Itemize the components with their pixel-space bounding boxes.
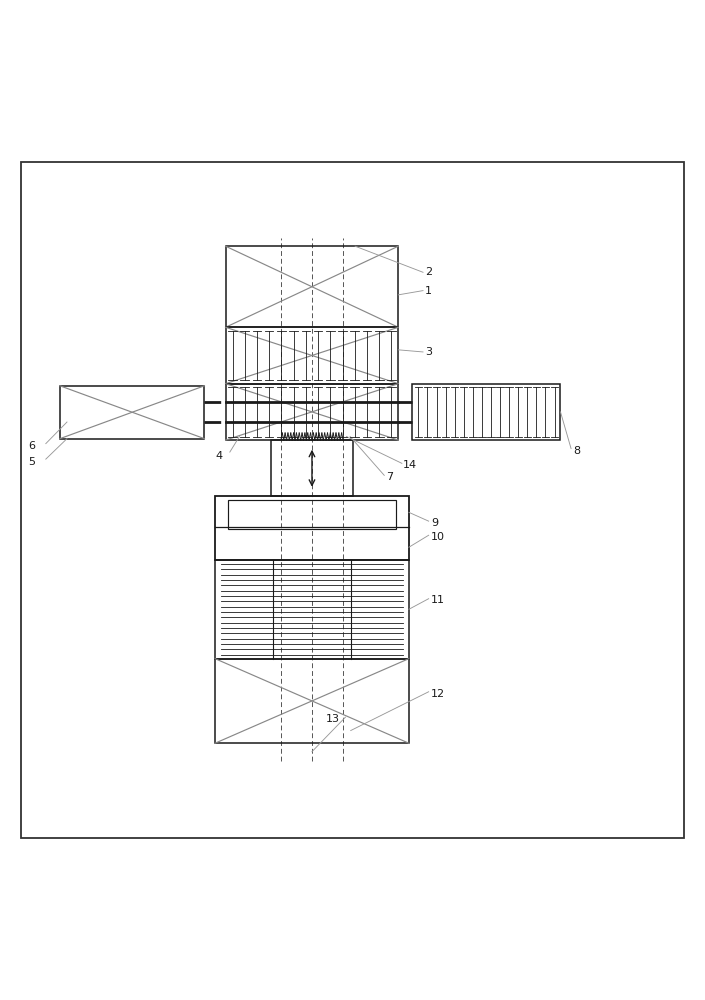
- Text: 7: 7: [386, 472, 393, 482]
- Text: 14: 14: [403, 460, 417, 470]
- Bar: [60, 386, 204, 439]
- Text: 10: 10: [431, 532, 445, 542]
- Bar: [215, 560, 409, 659]
- Bar: [271, 440, 352, 496]
- Bar: [215, 496, 409, 560]
- Bar: [215, 659, 409, 743]
- Bar: [226, 384, 398, 440]
- Text: 3: 3: [425, 347, 432, 357]
- Bar: [226, 246, 398, 327]
- Bar: [412, 384, 560, 440]
- Text: 4: 4: [216, 451, 223, 461]
- Bar: [226, 327, 398, 384]
- Text: 6: 6: [28, 441, 35, 451]
- Text: 13: 13: [326, 714, 340, 724]
- Text: 1: 1: [425, 286, 432, 296]
- Text: 9: 9: [431, 518, 438, 528]
- Text: 11: 11: [431, 595, 445, 605]
- Text: 2: 2: [425, 267, 432, 277]
- Bar: [228, 500, 396, 529]
- Text: 5: 5: [28, 457, 35, 467]
- Text: 12: 12: [431, 689, 445, 699]
- Text: 8: 8: [573, 446, 580, 456]
